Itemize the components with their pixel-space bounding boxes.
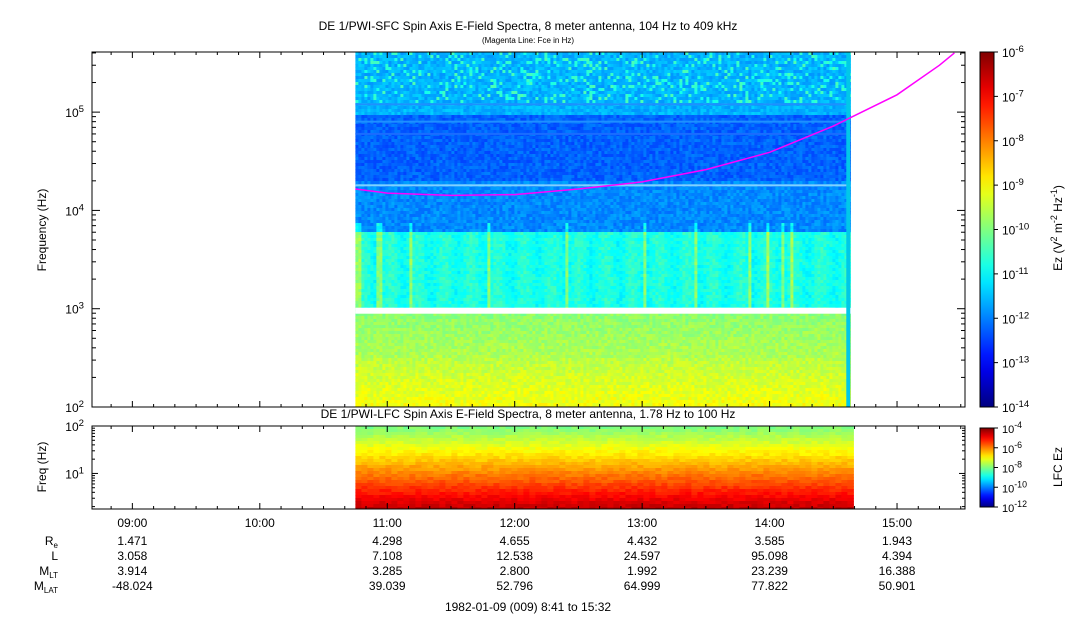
sfc-colorbar-tick-label: 10-14 — [1002, 399, 1030, 415]
sfc-colorbar-tick-label: 10-7 — [1002, 88, 1024, 104]
ephemeris-row-label: MLAT — [34, 579, 58, 595]
sfc-y-tick-label: 102 — [65, 399, 84, 415]
sfc-y-tick-label: 104 — [65, 202, 84, 218]
sfc-y-axis-label: Frequency (Hz) — [35, 189, 49, 272]
ephemeris-value: 3.585 — [755, 534, 785, 548]
fce-line — [355, 52, 955, 197]
lfc-colorbar-tick-label: 10-12 — [1002, 499, 1027, 515]
lfc-colorbar-tick-label: 10-4 — [1002, 420, 1022, 436]
sfc-y-tick-label: 103 — [65, 301, 84, 317]
ephemeris-value: 52.796 — [496, 579, 533, 593]
ephemeris-value: 3.058 — [117, 549, 147, 563]
lfc-colorbar-tick-label: 10-6 — [1002, 440, 1022, 456]
time-axis: 09:00 10:00 11:00 12:00 13:00 14:00 15:00 — [110, 52, 962, 530]
ephemeris-value: 50.901 — [879, 579, 916, 593]
ephemeris-table: Re 1.471 4.298 4.655 4.432 3.585 1.943 L 3.058 7.… — [34, 534, 916, 595]
sfc-y-axis: 102 103 104 105 — [65, 52, 965, 415]
sfc-colorbar-label: Ez (V2 m-2 Hz-1) — [1049, 185, 1065, 271]
lfc-y-tick-label: 102 — [65, 418, 84, 434]
lfc-title: DE 1/PWI-LFC Spin Axis E-Field Spectra, … — [321, 407, 736, 421]
sfc-subtitle: (Magenta Line: Fce in Hz) — [482, 36, 574, 45]
lfc-colorbar-label: LFC Ez — [1051, 447, 1065, 487]
ephemeris-value: 4.394 — [882, 549, 912, 563]
ephemeris-row-label: MLT — [39, 564, 58, 580]
ephemeris-row-label: Re — [45, 534, 59, 550]
ephemeris-value: 12.538 — [496, 549, 533, 563]
sfc-colorbar-tick-label: 10-11 — [1002, 266, 1029, 282]
sfc-colorbar-tick-label: 10-9 — [1002, 177, 1024, 193]
lfc-y-tick-label: 101 — [65, 465, 84, 481]
time-tick-label: 11:00 — [373, 516, 402, 530]
ephemeris-value: 95.098 — [751, 549, 788, 563]
lfc-colorbar-tick-label: 10-8 — [1002, 460, 1022, 476]
ephemeris-value: 4.655 — [500, 534, 530, 548]
ephemeris-value: 7.108 — [372, 549, 402, 563]
lfc-spectrogram — [91, 425, 966, 510]
ephemeris-value: 1.943 — [882, 534, 912, 548]
sfc-colorbar: 10-6 10-7 10-8 10-9 10-10 10-11 10-12 10-13 10-1… — [979, 44, 1065, 415]
ephemeris-value: 4.298 — [372, 534, 402, 548]
sfc-colorbar-tick-label: 10-10 — [1002, 222, 1029, 238]
sfc-colorbar-tick-label: 10-6 — [1002, 44, 1024, 60]
lfc-y-axis: 101 102 — [65, 418, 965, 508]
ephemeris-value: 77.822 — [751, 579, 788, 593]
time-range-footer: 1982-01-09 (009) 8:41 to 15:32 — [445, 600, 611, 614]
ephemeris-value: 16.388 — [879, 564, 916, 578]
time-tick-label: 13:00 — [627, 516, 657, 530]
sfc-spectrogram — [91, 51, 966, 408]
sfc-colorbar-tick-label: 10-12 — [1002, 310, 1029, 326]
ephemeris-value: -48.024 — [112, 579, 153, 593]
sfc-plot-frame — [91, 51, 966, 408]
ephemeris-value: 64.999 — [624, 579, 661, 593]
sfc-y-tick-label: 105 — [65, 104, 84, 120]
time-tick-label: 12:00 — [500, 516, 530, 530]
sfc-colorbar-tick-label: 10-13 — [1002, 355, 1029, 371]
ephemeris-value: 24.597 — [624, 549, 661, 563]
ephemeris-value: 23.239 — [751, 564, 788, 578]
time-tick-label: 09:00 — [117, 516, 147, 530]
time-tick-label: 14:00 — [755, 516, 785, 530]
lfc-y-axis-label: Freq (Hz) — [35, 442, 49, 493]
ephemeris-value: 1.992 — [627, 564, 657, 578]
ephemeris-row-label: L — [51, 549, 58, 563]
time-tick-label: 15:00 — [882, 516, 912, 530]
ephemeris-value: 4.432 — [627, 534, 657, 548]
sfc-title: DE 1/PWI-SFC Spin Axis E-Field Spectra, … — [319, 19, 738, 33]
lfc-plot-frame — [91, 425, 966, 510]
lfc-colorbar: 10-4 10-6 10-8 10-10 10-12 LFC Ez — [979, 420, 1065, 515]
ephemeris-value: 39.039 — [369, 579, 406, 593]
ephemeris-value: 3.914 — [117, 564, 147, 578]
ephemeris-value: 3.285 — [372, 564, 402, 578]
time-tick-label: 10:00 — [245, 516, 275, 530]
sfc-colorbar-tick-label: 10-8 — [1002, 133, 1024, 149]
ephemeris-value: 2.800 — [500, 564, 530, 578]
lfc-colorbar-tick-label: 10-10 — [1002, 479, 1027, 495]
ephemeris-value: 1.471 — [117, 534, 147, 548]
